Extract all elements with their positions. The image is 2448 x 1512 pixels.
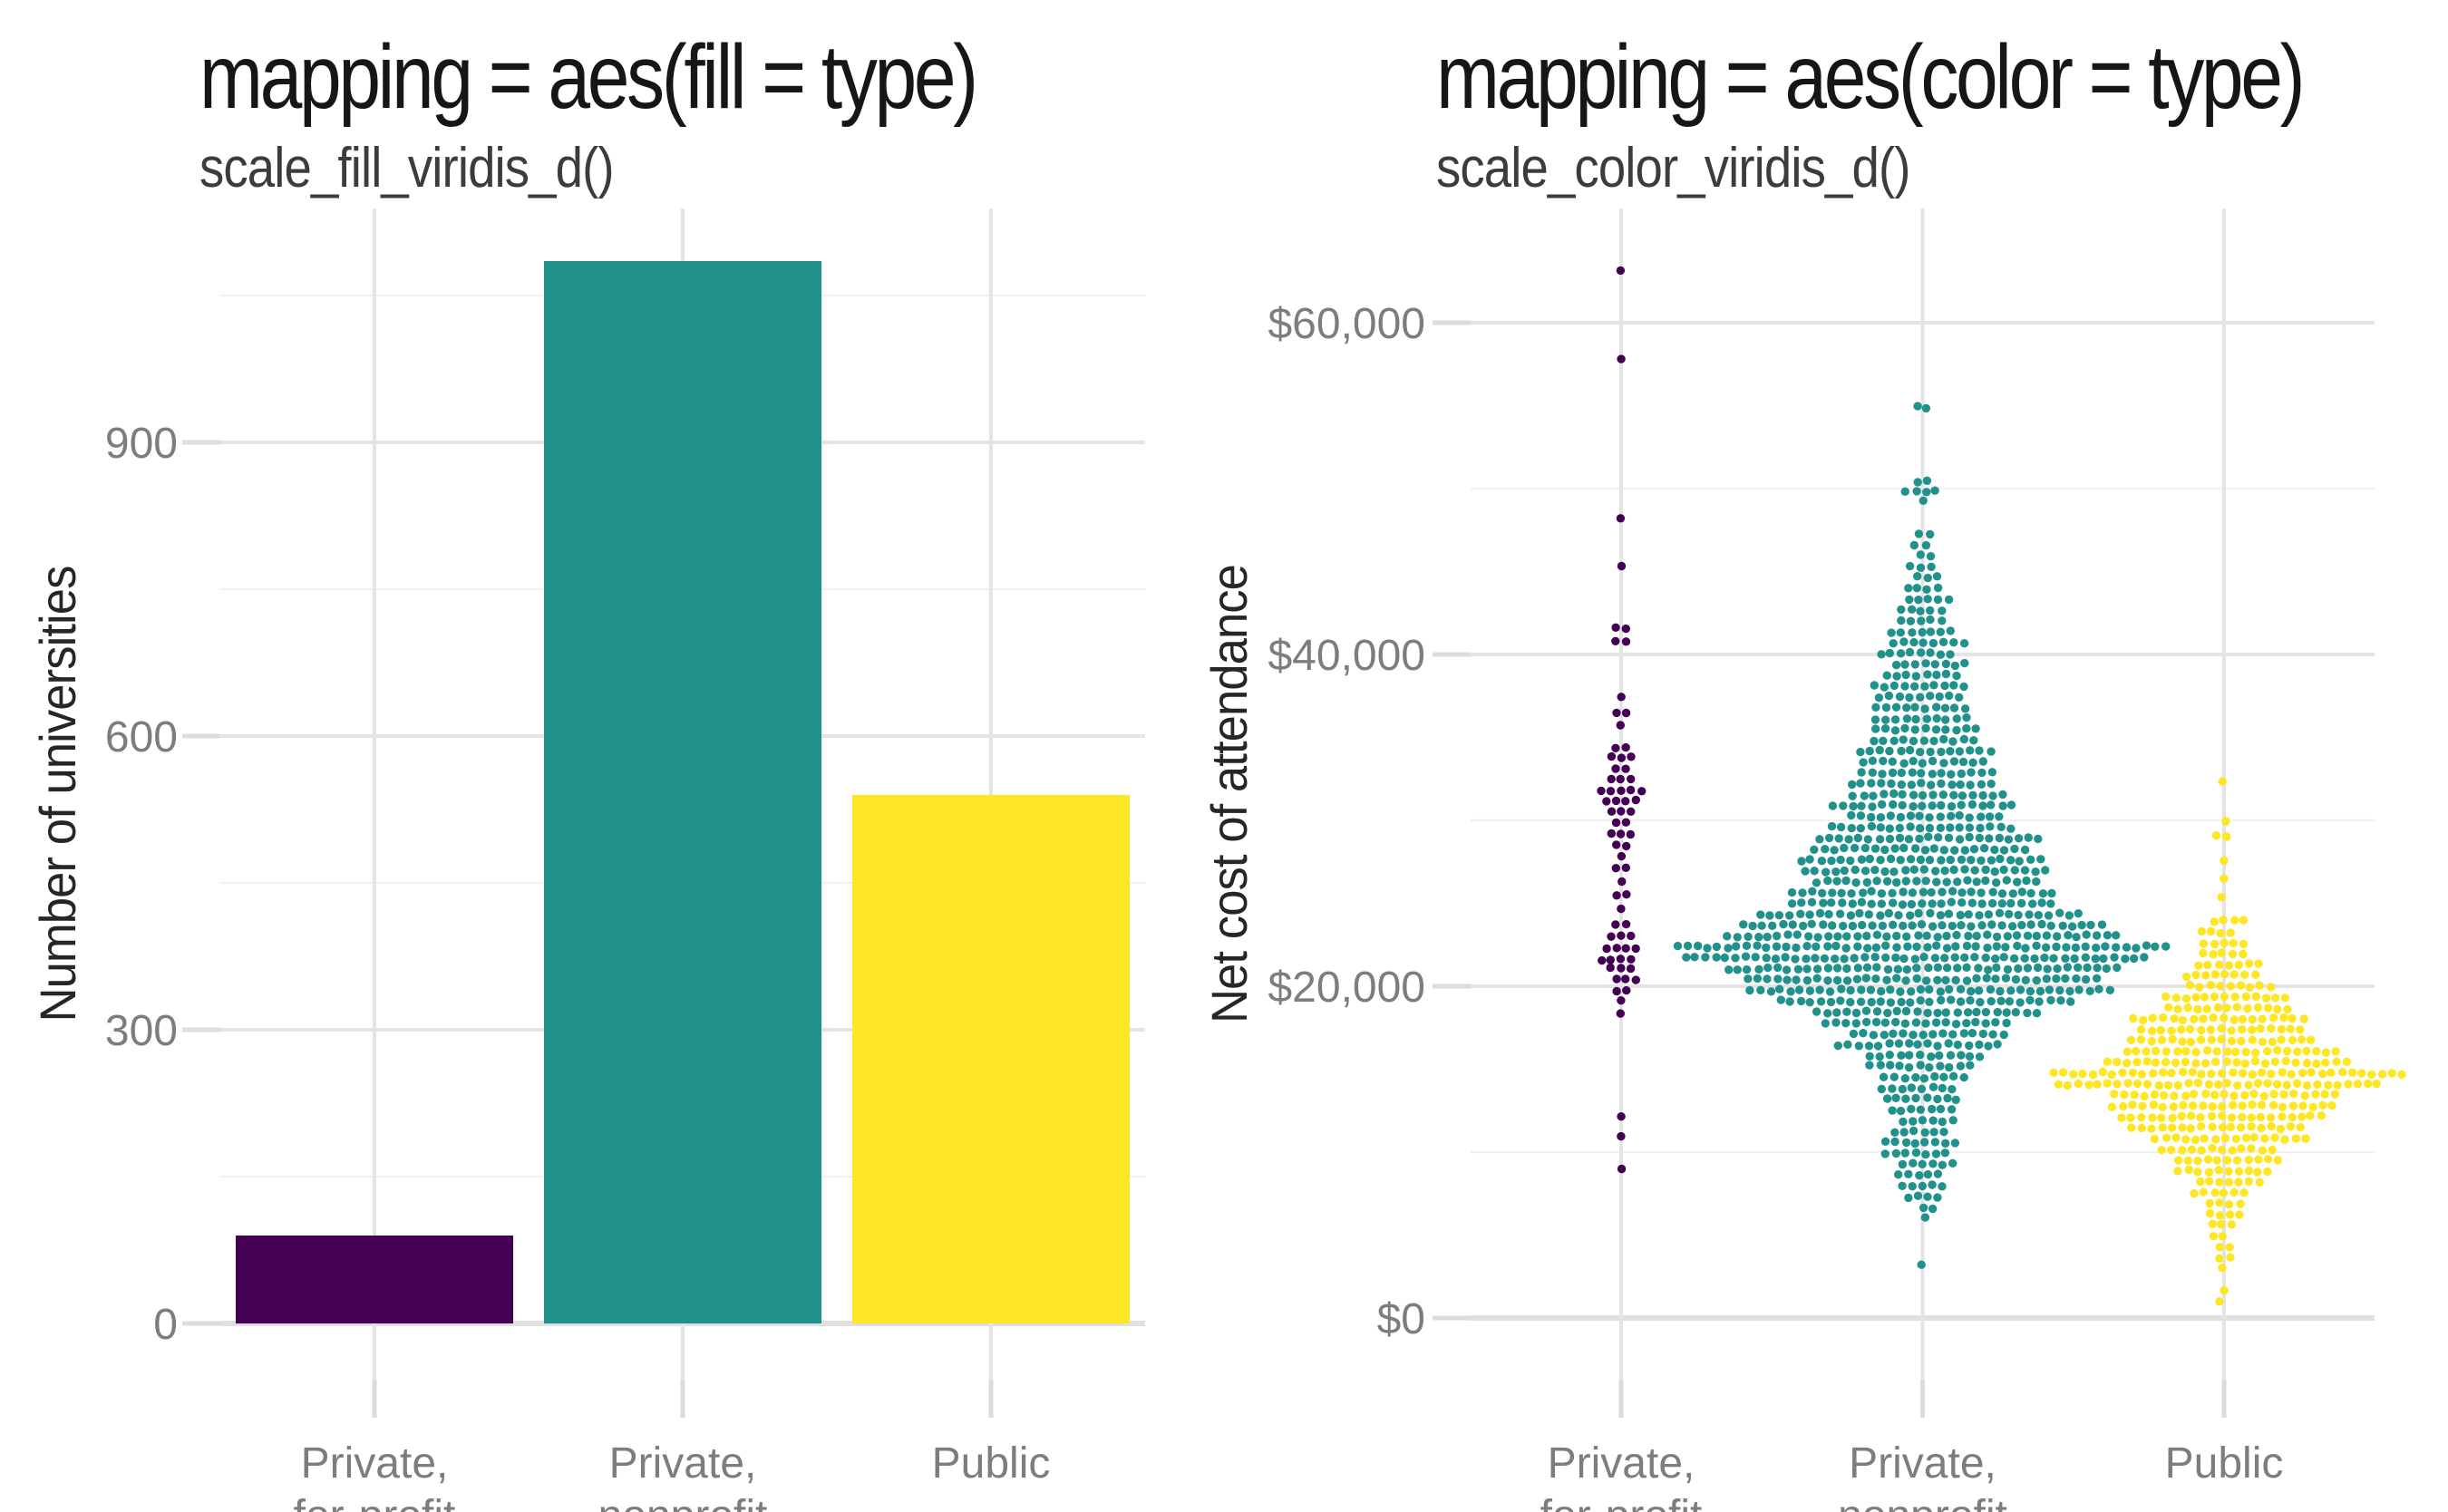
plot-title-right: mapping = aes(color = type) <box>1436 26 2306 128</box>
axis-tick-marks <box>182 440 994 1418</box>
plot-subtitle-left: scale_fill_viridis_d() <box>199 137 615 199</box>
svg-text:$0: $0 <box>1377 1295 1425 1343</box>
svg-text:$60,000: $60,000 <box>1268 300 1425 348</box>
plot-color-beeswarm-chart: mapping = aes(color = type) scale_color_… <box>1200 0 2448 1512</box>
svg-text:nonprofit: nonprofit <box>598 1492 768 1512</box>
plot-subtitle-right: scale_color_viridis_d() <box>1436 137 1910 199</box>
svg-text:900: 900 <box>105 420 178 468</box>
svg-text:Public: Public <box>2165 1439 2284 1488</box>
svg-text:600: 600 <box>105 713 178 761</box>
beeswarm-dots <box>1597 266 2406 1306</box>
bars <box>236 261 1130 1324</box>
svg-text:$40,000: $40,000 <box>1268 632 1425 680</box>
svg-text:300: 300 <box>105 1007 178 1055</box>
plot-fill-bar-chart: mapping = aes(fill = type) scale_fill_vi… <box>29 26 1145 1512</box>
svg-text:nonprofit: nonprofit <box>1838 1492 2007 1512</box>
svg-text:for-profit: for-profit <box>294 1492 456 1512</box>
bar-chart-panel: 0 300 600 900 Private, for-profit Private, non… <box>105 208 1145 1512</box>
svg-text:$20,000: $20,000 <box>1268 964 1425 1012</box>
y-tick-labels: 0 300 600 900 <box>105 420 178 1349</box>
beeswarm-group-private-for-profit <box>1597 266 1647 1174</box>
svg-text:0: 0 <box>153 1301 178 1349</box>
svg-text:for-profit: for-profit <box>1540 1492 1703 1512</box>
x-category-labels: Private, for-profit Private, nonprofit Publi… <box>294 1439 1051 1512</box>
svg-text:Public: Public <box>932 1439 1051 1488</box>
svg-text:Private,: Private, <box>301 1439 449 1488</box>
x-category-labels: Private, for-profit Private, nonprofit Publi… <box>1540 1439 2284 1512</box>
beeswarm-group-public <box>2049 777 2406 1306</box>
beeswarm-group-private-nonprofit <box>1673 402 2171 1269</box>
svg-text:Private,: Private, <box>1849 1439 1996 1488</box>
plot-title-left: mapping = aes(fill = type) <box>199 26 978 128</box>
y-tick-labels: $0 $20,000 $40,000 $60,000 <box>1268 300 1425 1343</box>
svg-text:Private,: Private, <box>609 1439 757 1488</box>
svg-text:Private,: Private, <box>1548 1439 1695 1488</box>
axis-tick-marks <box>1433 320 2227 1418</box>
beeswarm-panel: $0 $20,000 $40,000 $60,000 Private, for-prof… <box>1268 208 2406 1512</box>
